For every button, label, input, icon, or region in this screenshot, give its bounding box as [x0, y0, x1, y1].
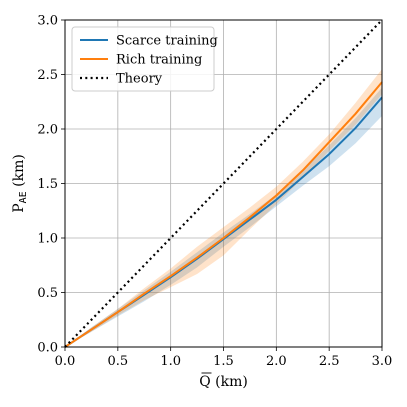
y-tick-label: 2.0: [37, 123, 58, 138]
legend: Scarce training Rich training Theory: [71, 26, 218, 92]
y-axis-label-main: P: [11, 203, 27, 212]
rich-training-line: [64, 81, 383, 348]
x-tick-label: 2.0: [266, 354, 287, 369]
y-tick-label: 3.0: [37, 14, 58, 29]
x-tick-label: 3.0: [372, 354, 393, 369]
y-axis-label-unit: (km): [11, 154, 27, 191]
x-axis-label-var: Q: [199, 374, 210, 390]
y-tick-label: 2.5: [37, 68, 58, 83]
x-axis-label: Q (km): [199, 374, 248, 390]
x-tick-label: 0.0: [55, 354, 76, 369]
axis-ticks: 0.0 0.5 1.0 1.5 2.0 2.5 3.0 0.0 0.5 1.0 1.5 2.0 2.5 3…: [37, 14, 392, 370]
y-tick-label: 1.5: [37, 177, 58, 192]
y-tick-label: 0.0: [37, 341, 58, 356]
legend-box: [71, 26, 215, 92]
x-tick-label: 1.5: [213, 354, 234, 369]
y-axis-label-sub: AE: [18, 191, 29, 203]
series-lines: [64, 19, 383, 348]
y-tick-label: 0.5: [37, 286, 58, 301]
legend-label-scarce-training: Scarce training: [116, 34, 218, 49]
theory-line: [64, 19, 383, 348]
x-tick-label: 0.5: [107, 354, 128, 369]
x-axis-label-unit: (km): [211, 374, 248, 390]
legend-label-rich-training: Rich training: [116, 53, 202, 68]
x-tick-label: 2.5: [319, 354, 340, 369]
y-axis-label: PAE (km): [11, 154, 29, 213]
x-tick-label: 1.0: [160, 354, 181, 369]
legend-label-theory: Theory: [116, 72, 163, 87]
y-tick-label: 1.0: [37, 232, 58, 247]
